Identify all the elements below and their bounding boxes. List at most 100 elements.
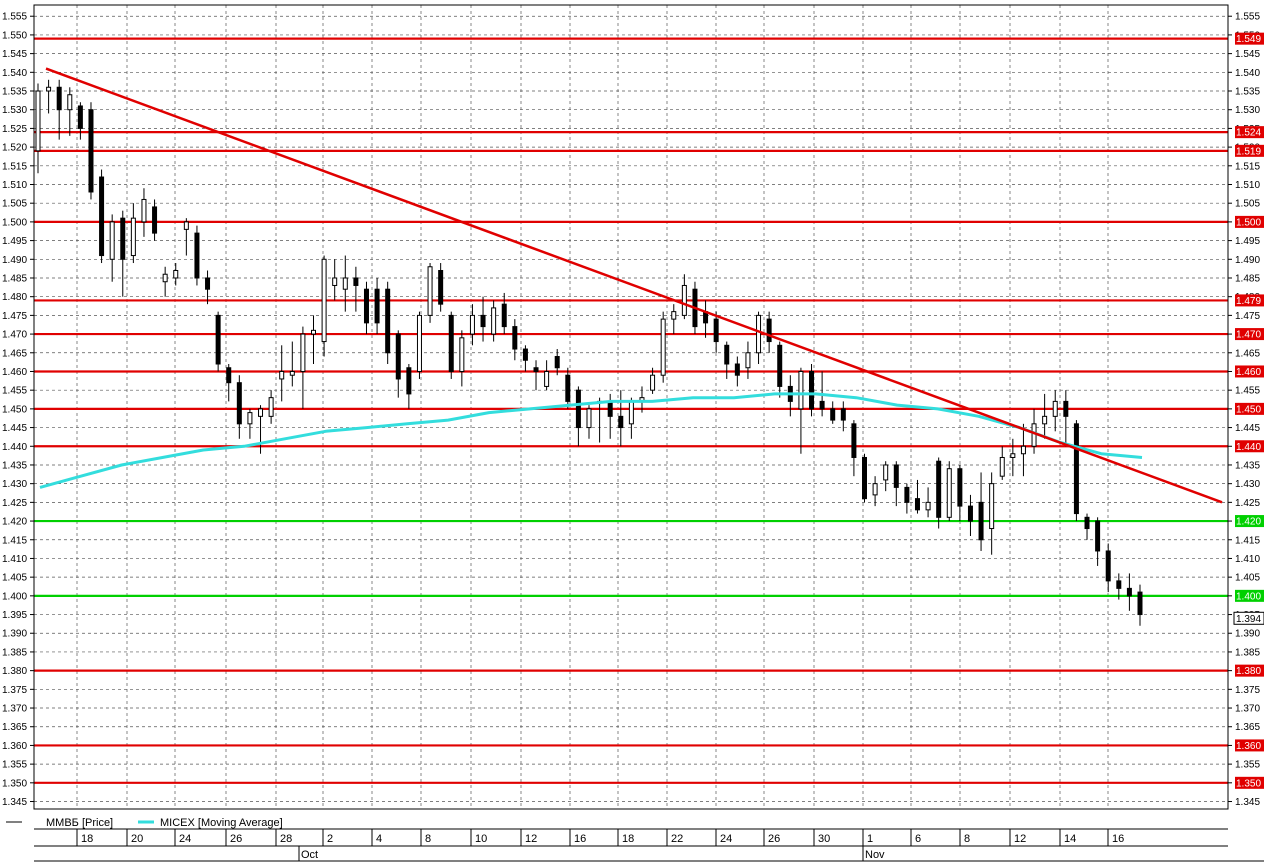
candle-body — [56, 86, 62, 111]
candle-body — [406, 367, 412, 395]
y-tick-label-left: 1.385 — [2, 647, 27, 658]
y-tick-label-left: 1.375 — [2, 685, 27, 696]
x-date-label: 2 — [327, 833, 333, 845]
level-tag-box — [1235, 515, 1264, 528]
y-tick-label-right: 1.365 — [1235, 722, 1260, 733]
candle-body — [1084, 516, 1090, 530]
y-tick-label-right: 1.545 — [1235, 49, 1260, 60]
y-tick-label-left: 1.400 — [2, 591, 27, 602]
level-tag-label: 1.500 — [1236, 217, 1261, 228]
candle-body — [1063, 400, 1069, 417]
x-date-label: 26 — [768, 833, 780, 845]
level-tag-label: 1.380 — [1236, 666, 1261, 677]
y-tick-label-right: 1.415 — [1235, 535, 1260, 546]
candle-body — [777, 344, 783, 387]
candle-body — [279, 370, 285, 380]
x-date-label: 16 — [1112, 833, 1124, 845]
candle-body — [650, 374, 656, 391]
y-tick-label-right: 1.410 — [1235, 554, 1260, 565]
level-tag-label: 1.400 — [1236, 591, 1261, 602]
y-tick-label-left: 1.355 — [2, 760, 27, 771]
candle-body — [946, 468, 952, 518]
y-tick-label-left: 1.540 — [2, 68, 27, 79]
y-tick-label-left: 1.545 — [2, 49, 27, 60]
candle-body — [416, 314, 422, 372]
candle-body — [77, 105, 83, 129]
level-tag-label: 1.360 — [1236, 741, 1261, 752]
candle-body — [427, 266, 433, 316]
candle-body — [893, 464, 899, 488]
candle-body — [173, 270, 179, 279]
candle-body — [671, 311, 677, 320]
candle-body — [215, 314, 221, 365]
candle-body — [756, 314, 762, 354]
candle-body — [67, 94, 73, 111]
candle-body — [374, 288, 380, 324]
y-tick-label-left: 1.460 — [2, 367, 27, 378]
level-tag-label: 1.440 — [1236, 442, 1261, 453]
plot-border — [33, 4, 1229, 810]
level-tag-label: 1.470 — [1236, 330, 1261, 341]
trendline-layer — [45, 67, 1223, 504]
level-tag-label: 1.420 — [1236, 517, 1261, 528]
candle-body — [268, 397, 274, 417]
y-tick-label-right: 1.405 — [1235, 573, 1260, 584]
y-tick-label-right: 1.345 — [1235, 797, 1260, 808]
candle-body — [247, 412, 253, 425]
x-date-label: 18 — [81, 833, 93, 845]
y-tick-label-right: 1.485 — [1235, 273, 1260, 284]
y-tick-label-left: 1.405 — [2, 573, 27, 584]
candle-body — [342, 277, 348, 290]
candle-body — [501, 303, 507, 328]
candle-body — [575, 389, 581, 429]
y-tick-label-left: 1.420 — [2, 517, 27, 528]
candle-body — [819, 400, 825, 410]
y-tick-label-left: 1.505 — [2, 199, 27, 210]
candle-body — [607, 400, 613, 417]
y-tick-label-left: 1.455 — [2, 386, 27, 397]
candle-body — [565, 374, 571, 402]
x-date-label: 24 — [720, 833, 732, 845]
level-tag-label: 1.350 — [1236, 778, 1261, 789]
y-tick-label-right: 1.490 — [1235, 255, 1260, 266]
candle-body — [544, 370, 550, 387]
candle-body — [1073, 423, 1079, 515]
candle-body — [734, 363, 740, 376]
y-tick-label-left: 1.445 — [2, 423, 27, 434]
candle-body — [332, 277, 338, 286]
level-tag-label: 1.450 — [1236, 404, 1261, 415]
candle-body — [46, 86, 52, 92]
y-tick-label-right: 1.495 — [1235, 236, 1260, 247]
candle-body — [1095, 520, 1101, 552]
level-tag-box — [1235, 126, 1264, 139]
y-tick-label-right: 1.425 — [1235, 498, 1260, 509]
x-date-label: 8 — [425, 833, 431, 845]
x-date-label: 18 — [622, 833, 634, 845]
candle-body — [904, 486, 910, 503]
y-tick-label-left: 1.430 — [2, 479, 27, 490]
candle-body — [957, 468, 963, 507]
level-tag-label: 1.549 — [1236, 34, 1261, 45]
candle-body — [512, 326, 518, 350]
candle-body — [925, 501, 931, 511]
y-tick-label-right: 1.555 — [1235, 12, 1260, 23]
x-date-label: 16 — [574, 833, 586, 845]
y-tick-label-left: 1.345 — [2, 797, 27, 808]
y-tick-label-right: 1.465 — [1235, 348, 1260, 359]
candle-body — [491, 307, 497, 335]
candle-body — [162, 273, 168, 283]
candle-body — [745, 352, 751, 369]
y-tick-label-left: 1.485 — [2, 273, 27, 284]
y-tick-label-left: 1.515 — [2, 161, 27, 172]
y-tick-label-left: 1.555 — [2, 12, 27, 23]
level-tag-box — [1235, 365, 1264, 378]
candle-body — [967, 505, 973, 522]
level-tags: 1.549 1.524 1.519 1.500 1.479 1.470 1.460 1.450… — [1233, 32, 1264, 789]
y-tick-label-right: 1.535 — [1235, 87, 1260, 98]
y-tick-label-left: 1.465 — [2, 348, 27, 359]
y-tick-label-left: 1.390 — [2, 629, 27, 640]
level-tag-box — [1235, 402, 1264, 415]
candle-body — [311, 329, 316, 335]
candle-body — [88, 109, 94, 193]
